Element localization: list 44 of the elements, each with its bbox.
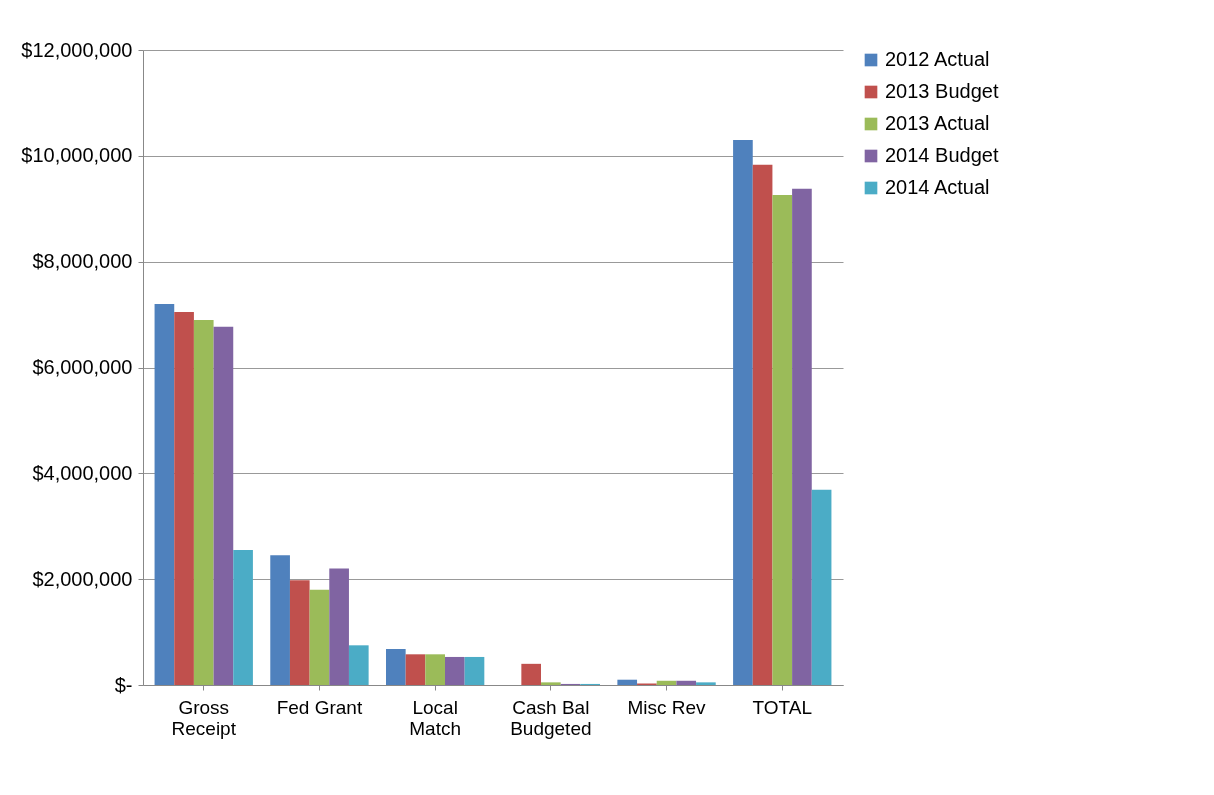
bar xyxy=(233,550,253,685)
x-tick-label: Local Match xyxy=(409,696,462,739)
y-tick-label: $2,000,000 xyxy=(32,567,133,590)
y-tick-label: $12,000,000 xyxy=(21,38,133,61)
bar xyxy=(541,682,561,685)
legend-label: 2012 Actual xyxy=(885,48,990,70)
bar xyxy=(329,568,349,685)
bar xyxy=(676,680,697,685)
y-tick-label: $6,000,000 xyxy=(32,356,133,378)
bar xyxy=(772,194,793,685)
x-tick-label: Fed Grant xyxy=(276,696,363,718)
bar xyxy=(289,580,310,685)
x-tick-label: Cash Bal Budgeted xyxy=(510,696,592,739)
bar xyxy=(521,663,542,685)
x-tick-label: Gross Receipt xyxy=(171,696,237,739)
bar xyxy=(213,326,234,685)
bar xyxy=(425,654,445,685)
bar xyxy=(656,680,677,685)
x-tick-label: Misc Rev xyxy=(627,696,707,718)
bar xyxy=(792,188,812,685)
bar xyxy=(752,164,773,685)
bar xyxy=(154,304,175,685)
bar xyxy=(385,649,406,685)
legend-label: 2014 Actual xyxy=(885,176,990,198)
bar xyxy=(348,645,369,685)
bar xyxy=(464,656,485,685)
bar xyxy=(309,589,330,685)
bar xyxy=(696,682,716,685)
legend-label: 2013 Budget xyxy=(885,80,999,102)
legend-label: 2014 Budget xyxy=(885,144,999,166)
legend-label: 2013 Actual xyxy=(885,112,990,134)
bar xyxy=(405,654,426,685)
x-tick-label: TOTAL xyxy=(752,696,812,718)
bar xyxy=(174,311,194,685)
bar xyxy=(193,319,214,685)
y-tick-label: $10,000,000 xyxy=(21,144,133,167)
bar xyxy=(617,679,638,685)
bar xyxy=(270,555,290,685)
bar xyxy=(811,489,832,685)
y-tick-label: $4,000,000 xyxy=(32,461,133,484)
y-tick-label: $8,000,000 xyxy=(32,250,133,273)
bar xyxy=(733,139,753,685)
y-tick-label: $- xyxy=(114,673,133,696)
bar xyxy=(444,656,465,685)
